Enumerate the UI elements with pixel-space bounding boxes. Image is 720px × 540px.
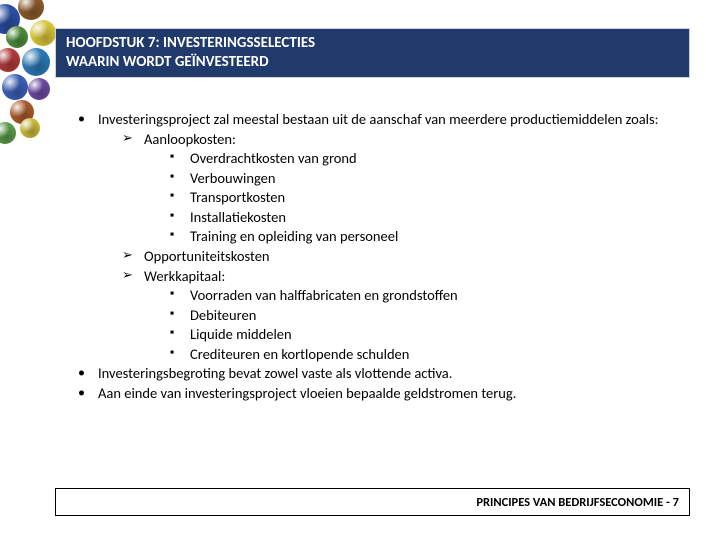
arrow-item: Aanloopkosten:Overdrachtkosten van grond… — [122, 130, 685, 247]
bullet-text: Investeringsbegroting bevat zowel vaste … — [98, 364, 452, 382]
arrow-text: Opportuniteitskosten — [144, 247, 270, 265]
marble-icon — [20, 118, 40, 138]
square-text: Verbouwingen — [190, 169, 276, 187]
arrow-text: Aanloopkosten: — [144, 130, 236, 148]
square-item: Liquide middelen — [168, 325, 685, 345]
marble-icon — [0, 48, 20, 72]
bullet-item: Investeringsbegroting bevat zowel vaste … — [70, 364, 685, 384]
square-text: Training en opleiding van personeel — [190, 227, 398, 245]
title-line-1: HOOFDSTUK 7: INVESTERINGSSELECTIES — [66, 34, 679, 53]
square-item: Overdrachtkosten van grond — [168, 149, 685, 169]
bullet-item: Aan einde van investeringsproject vloeie… — [70, 384, 685, 404]
arrow-text: Werkkapitaal: — [144, 267, 225, 285]
content-area: Investeringsproject zal meestal bestaan … — [70, 110, 685, 403]
square-item: Verbouwingen — [168, 169, 685, 189]
bullet-text: Aan einde van investeringsproject vloeie… — [98, 384, 516, 402]
square-item: Crediteuren en kortlopende schulden — [168, 345, 685, 365]
square-text: Installatiekosten — [190, 208, 286, 226]
marble-icon — [22, 48, 50, 76]
decorative-marbles-strip — [0, 0, 55, 540]
footer-box: PRINCIPES VAN BEDRIJFSECONOMIE - 7 — [55, 488, 690, 516]
square-text: Overdrachtkosten van grond — [190, 149, 357, 167]
square-item: Voorraden van halffabricaten en grondsto… — [168, 286, 685, 306]
square-text: Liquide middelen — [190, 325, 292, 343]
square-text: Transportkosten — [190, 188, 285, 206]
arrow-item: Opportuniteitskosten — [122, 247, 685, 267]
marble-icon — [6, 26, 28, 48]
title-line-2: WAARIN WORDT GEÏNVESTEERD — [66, 53, 679, 72]
title-bar: HOOFDSTUK 7: INVESTERINGSSELECTIES WAARI… — [55, 28, 690, 78]
footer-text: PRINCIPES VAN BEDRIJFSECONOMIE - 7 — [476, 495, 679, 510]
square-text: Crediteuren en kortlopende schulden — [190, 345, 409, 363]
square-item: Installatiekosten — [168, 208, 685, 228]
bullet-text: Investeringsproject zal meestal bestaan … — [98, 110, 659, 128]
square-item: Training en opleiding van personeel — [168, 227, 685, 247]
marble-icon — [28, 78, 50, 100]
marble-icon — [18, 0, 44, 20]
marble-icon — [30, 20, 55, 46]
marble-icon — [2, 74, 28, 100]
marble-icon — [0, 122, 16, 144]
square-item: Transportkosten — [168, 188, 685, 208]
square-list: Overdrachtkosten van grondVerbouwingenTr… — [144, 149, 685, 247]
square-text: Voorraden van halffabricaten en grondsto… — [190, 286, 458, 304]
square-text: Debiteuren — [190, 306, 256, 324]
arrow-list: Aanloopkosten:Overdrachtkosten van grond… — [98, 130, 685, 365]
square-list: Voorraden van halffabricaten en grondsto… — [144, 286, 685, 364]
arrow-item: Werkkapitaal:Voorraden van halffabricate… — [122, 267, 685, 365]
bullet-list-top: Investeringsproject zal meestal bestaan … — [70, 110, 685, 403]
bullet-item: Investeringsproject zal meestal bestaan … — [70, 110, 685, 364]
slide: HOOFDSTUK 7: INVESTERINGSSELECTIES WAARI… — [0, 0, 720, 540]
square-item: Debiteuren — [168, 306, 685, 326]
